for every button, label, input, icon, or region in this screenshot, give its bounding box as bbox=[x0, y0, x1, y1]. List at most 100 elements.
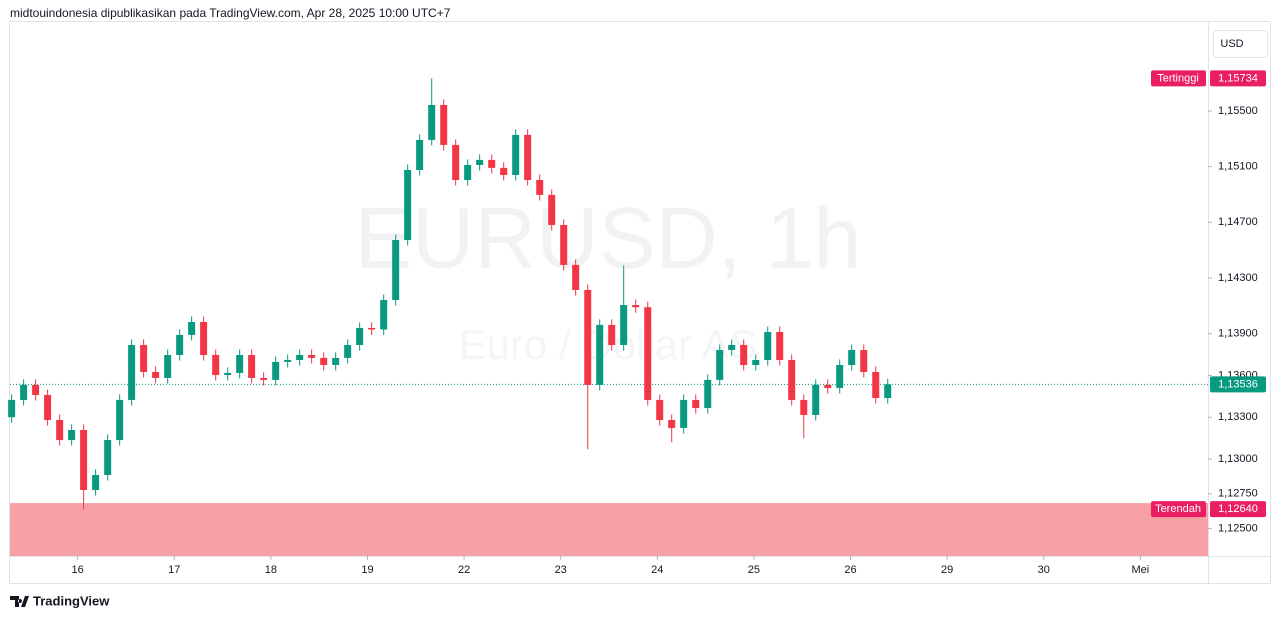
annotation-label: Tertinggi bbox=[1157, 72, 1199, 84]
candle-body bbox=[248, 354, 256, 378]
candle-body bbox=[92, 474, 100, 491]
candle-body bbox=[284, 359, 292, 362]
y-tick-label: 1,15100 bbox=[1218, 161, 1258, 173]
last-price-label: 1,13536 bbox=[1218, 378, 1258, 390]
x-tick-label: 25 bbox=[748, 564, 760, 576]
candle-body bbox=[212, 354, 220, 376]
y-tick-label: 1,14700 bbox=[1218, 216, 1258, 228]
candle-body bbox=[572, 264, 580, 290]
x-tick-label: 17 bbox=[168, 564, 180, 576]
candle-body bbox=[536, 180, 544, 195]
candle-body bbox=[308, 354, 316, 358]
candle-body bbox=[764, 332, 772, 360]
frame bbox=[9, 21, 1271, 584]
candle-body bbox=[776, 332, 784, 360]
candle-body bbox=[596, 324, 604, 385]
candle-body bbox=[644, 307, 652, 400]
candle-body bbox=[188, 321, 196, 335]
x-tick-label: 29 bbox=[941, 564, 953, 576]
candle-body bbox=[428, 104, 436, 140]
candle-body bbox=[260, 377, 268, 380]
candle-body bbox=[812, 384, 820, 415]
candles bbox=[8, 78, 892, 510]
candle-body bbox=[236, 354, 244, 373]
x-tick-label: 26 bbox=[844, 564, 856, 576]
y-tick-label: 1,12750 bbox=[1218, 488, 1258, 500]
x-tick-label: 22 bbox=[458, 564, 470, 576]
candle-body bbox=[800, 399, 808, 415]
candle-body bbox=[524, 134, 532, 181]
candle-body bbox=[80, 430, 88, 491]
candle-body bbox=[368, 327, 376, 330]
y-tick-label: 1,13000 bbox=[1218, 453, 1258, 465]
annotation-label: Terendah bbox=[1155, 503, 1201, 515]
y-tick-label: 1,15500 bbox=[1218, 105, 1258, 117]
y-tick-label: 1,14300 bbox=[1218, 272, 1258, 284]
support-zone bbox=[10, 503, 1208, 556]
annotation-value: 1,12640 bbox=[1218, 503, 1258, 515]
candle-body bbox=[884, 384, 892, 398]
candle-body bbox=[512, 134, 520, 175]
y-tick-label: 1,12500 bbox=[1218, 522, 1258, 534]
candle-body bbox=[332, 357, 340, 366]
annotation-value-badge bbox=[1210, 501, 1266, 518]
brand-logo: TradingView bbox=[10, 593, 110, 608]
y-tick-label: 1,13900 bbox=[1218, 328, 1258, 340]
candle-body bbox=[404, 169, 412, 240]
y-tick-label: 1,13300 bbox=[1218, 411, 1258, 423]
candle-body bbox=[56, 419, 64, 441]
candle-body bbox=[296, 354, 304, 360]
candle-body bbox=[668, 419, 676, 428]
x-tick-label: 19 bbox=[361, 564, 373, 576]
candle-body bbox=[488, 159, 496, 168]
currency-button[interactable]: USD bbox=[1213, 30, 1268, 58]
candle-body bbox=[68, 430, 76, 441]
candle-body bbox=[824, 384, 832, 388]
candle-body bbox=[860, 349, 868, 372]
candle-body bbox=[164, 354, 172, 378]
candle-body bbox=[44, 394, 52, 420]
candle-body bbox=[788, 359, 796, 400]
x-tick-label: Mei bbox=[1132, 564, 1150, 576]
candle-body bbox=[716, 349, 724, 380]
currency-button-label[interactable]: USD bbox=[1220, 38, 1243, 50]
candle-body bbox=[320, 357, 328, 366]
candle-body bbox=[224, 372, 232, 376]
candle-body bbox=[848, 349, 856, 366]
candle-body bbox=[8, 399, 16, 418]
currency-button-box[interactable] bbox=[1213, 30, 1268, 58]
candle-body bbox=[728, 344, 736, 350]
candle-body bbox=[176, 334, 184, 355]
annotation-value: 1,15734 bbox=[1218, 72, 1258, 84]
candle-body bbox=[356, 327, 364, 345]
candle-body bbox=[116, 399, 124, 441]
brand-name: TradingView bbox=[33, 593, 110, 608]
candle-body bbox=[872, 371, 880, 398]
candle-body bbox=[752, 359, 760, 366]
candle-body bbox=[560, 224, 568, 265]
candle-body bbox=[620, 305, 628, 345]
candle-body bbox=[416, 139, 424, 170]
candle-body bbox=[452, 144, 460, 181]
x-tick-label: 16 bbox=[72, 564, 84, 576]
candle-body bbox=[464, 164, 472, 181]
candle-body bbox=[200, 321, 208, 355]
candle-body bbox=[608, 324, 616, 345]
x-tick-label: 18 bbox=[265, 564, 277, 576]
annotation-value-badge bbox=[1210, 70, 1266, 87]
candle-body bbox=[152, 371, 160, 378]
header-text: midtouindonesia dipublikasikan pada Trad… bbox=[10, 6, 451, 20]
candle-body bbox=[20, 384, 28, 400]
annotation-badge bbox=[1151, 70, 1206, 87]
candle-body bbox=[128, 344, 136, 400]
candle-body bbox=[392, 239, 400, 300]
x-tick-label: 24 bbox=[651, 564, 663, 576]
candle-body bbox=[680, 399, 688, 428]
watermark-title: EURUSD, 1h bbox=[355, 191, 862, 287]
candle-body bbox=[344, 344, 352, 358]
logo-icon bbox=[10, 596, 29, 607]
candle-body bbox=[32, 384, 40, 395]
candle-body bbox=[656, 399, 664, 420]
candle-body bbox=[500, 167, 508, 175]
